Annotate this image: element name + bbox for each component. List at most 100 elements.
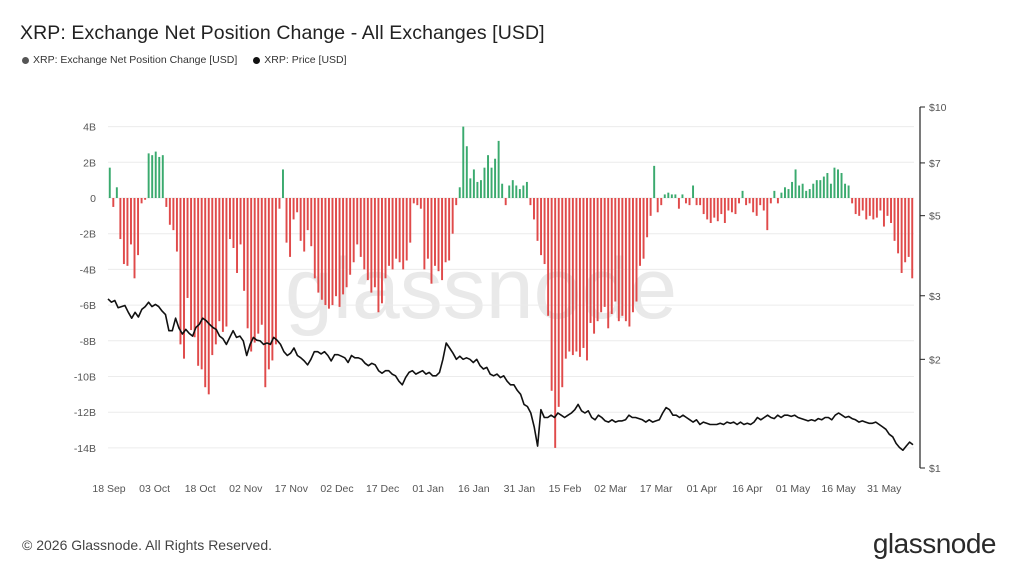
bar bbox=[154, 151, 157, 198]
bar bbox=[522, 185, 525, 198]
copyright-footer: © 2026 Glassnode. All Rights Reserved. bbox=[22, 537, 273, 553]
bar bbox=[706, 198, 709, 220]
bar bbox=[879, 198, 882, 211]
bar bbox=[197, 198, 200, 366]
x-tick-label: 17 Nov bbox=[275, 483, 309, 495]
bar bbox=[190, 198, 193, 331]
bar bbox=[168, 198, 171, 225]
bar bbox=[759, 198, 762, 206]
bar bbox=[646, 198, 649, 238]
bar bbox=[310, 198, 313, 247]
bar bbox=[426, 198, 429, 259]
bar bbox=[734, 198, 737, 215]
bar bbox=[476, 181, 479, 198]
bar bbox=[391, 198, 394, 270]
bar bbox=[656, 198, 659, 213]
bar bbox=[748, 198, 751, 204]
bar bbox=[115, 187, 118, 198]
bar bbox=[133, 198, 136, 279]
bar bbox=[423, 198, 426, 270]
bar bbox=[455, 198, 458, 206]
x-tick-label: 03 Oct bbox=[139, 483, 170, 495]
x-tick-label: 18 Oct bbox=[185, 483, 216, 495]
bar bbox=[568, 198, 571, 352]
bar bbox=[762, 198, 765, 211]
x-tick-label: 01 Apr bbox=[687, 483, 718, 495]
bar bbox=[865, 198, 868, 220]
legend-label-price: XRP: Price [USD] bbox=[264, 54, 347, 66]
bar bbox=[745, 198, 748, 206]
bar bbox=[543, 198, 546, 265]
bar bbox=[274, 198, 277, 345]
bar bbox=[547, 198, 550, 316]
bar bbox=[165, 198, 168, 207]
x-tick-label: 02 Dec bbox=[320, 483, 353, 495]
bar bbox=[610, 198, 613, 315]
bar bbox=[384, 198, 387, 279]
bar bbox=[402, 198, 405, 270]
x-tick-label: 18 Sep bbox=[92, 483, 125, 495]
bar bbox=[695, 198, 698, 206]
bar bbox=[419, 198, 422, 209]
bar bbox=[363, 198, 366, 270]
bar bbox=[858, 198, 861, 216]
bar bbox=[575, 198, 578, 352]
legend: XRP: Exchange Net Position Change [USD] … bbox=[22, 54, 347, 66]
bar bbox=[303, 198, 306, 252]
bar bbox=[483, 167, 486, 198]
bar bbox=[667, 192, 670, 198]
bar bbox=[773, 190, 776, 198]
bar bbox=[508, 185, 511, 198]
bar bbox=[327, 198, 330, 309]
bar bbox=[479, 180, 482, 198]
y-left-tick-label: 4B bbox=[83, 122, 96, 134]
y-axis-left-ticks: 4B 2B 0 -2B -4B -6B -8B -10B -12B -14B bbox=[74, 122, 96, 455]
bar bbox=[692, 185, 695, 198]
bar bbox=[381, 198, 383, 304]
bar bbox=[130, 198, 132, 245]
bar bbox=[366, 198, 369, 281]
bar bbox=[260, 198, 263, 325]
bar bbox=[533, 198, 535, 220]
legend-item-price[interactable]: XRP: Price [USD] bbox=[253, 54, 347, 66]
bar bbox=[232, 198, 235, 248]
y-right-tick-label: $3 bbox=[929, 291, 941, 303]
bar bbox=[826, 173, 829, 198]
bar bbox=[331, 198, 334, 306]
bar bbox=[388, 198, 391, 266]
bar bbox=[681, 194, 684, 198]
bar bbox=[578, 198, 581, 357]
bar bbox=[211, 198, 214, 356]
bar bbox=[451, 198, 454, 234]
glassnode-logo: glassnode bbox=[872, 528, 997, 559]
bar bbox=[617, 198, 620, 322]
bar bbox=[776, 198, 779, 204]
y-left-tick-label: -6B bbox=[80, 300, 96, 312]
bar bbox=[179, 198, 182, 345]
bar bbox=[642, 198, 645, 259]
bar bbox=[741, 190, 744, 198]
bar bbox=[582, 198, 585, 348]
bar bbox=[840, 173, 843, 198]
bar bbox=[200, 198, 203, 370]
bar bbox=[752, 198, 755, 213]
bar bbox=[685, 198, 687, 204]
bar bbox=[228, 198, 231, 240]
grid-lines bbox=[108, 126, 914, 449]
bar bbox=[766, 198, 769, 231]
bar bbox=[780, 192, 783, 198]
legend-item-net-position[interactable]: XRP: Exchange Net Position Change [USD] bbox=[22, 54, 237, 66]
bar bbox=[688, 198, 691, 206]
bar bbox=[614, 198, 617, 302]
bar bbox=[819, 180, 822, 198]
bar bbox=[554, 198, 557, 448]
bar bbox=[716, 198, 719, 222]
bar bbox=[243, 198, 246, 291]
bar bbox=[900, 198, 903, 273]
x-axis-ticks: 18 Sep 03 Oct 18 Oct 02 Nov 17 Nov 02 Dec 17 D… bbox=[92, 483, 902, 495]
bar bbox=[525, 181, 528, 198]
bar bbox=[639, 198, 641, 266]
bar bbox=[801, 183, 804, 198]
bar bbox=[444, 198, 447, 263]
bar bbox=[377, 198, 380, 313]
